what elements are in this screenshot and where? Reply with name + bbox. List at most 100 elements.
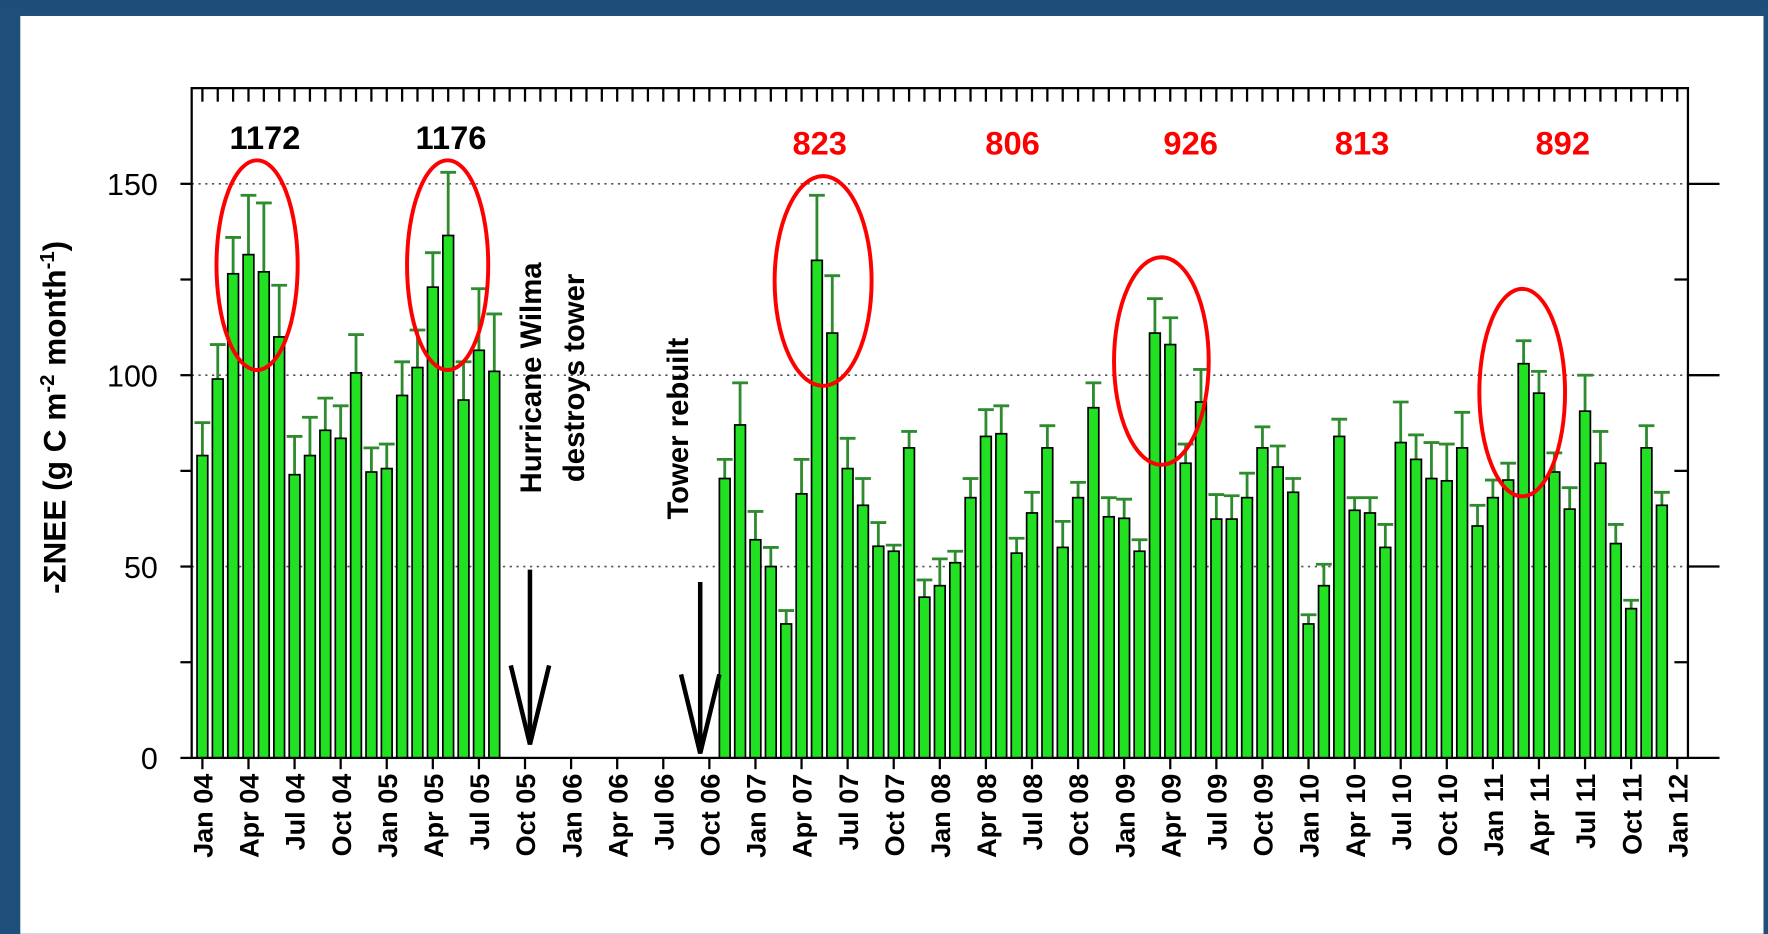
bar [1194, 401, 1208, 759]
bar [1240, 496, 1254, 759]
highlight-ellipse [1112, 255, 1211, 467]
bar [718, 477, 731, 759]
bar [1133, 550, 1146, 759]
x-tick-label: Jan 06 [557, 774, 587, 858]
bar [1286, 491, 1300, 759]
bar [1363, 512, 1377, 759]
bar [1256, 447, 1269, 759]
bar [1210, 518, 1223, 759]
bar [1425, 477, 1438, 759]
x-tick-label: Jan 07 [742, 774, 772, 858]
x-tick-label: Apr 07 [788, 774, 818, 858]
bar [1578, 410, 1592, 759]
bar [488, 370, 501, 759]
bar [242, 253, 255, 759]
x-tick-label: Oct 09 [1249, 774, 1279, 857]
bar [411, 366, 424, 759]
x-tick-label: Jul 09 [1202, 774, 1232, 851]
annual-total: 926 [1163, 125, 1218, 162]
bar [964, 496, 977, 759]
bar [1517, 362, 1530, 759]
bar [257, 271, 271, 759]
bar [211, 378, 224, 759]
x-tick-label: Apr 10 [1341, 774, 1371, 858]
bar [380, 467, 393, 759]
bar [319, 429, 332, 759]
bar [826, 332, 839, 759]
bar [349, 372, 363, 759]
bar [733, 424, 747, 759]
x-tick-label: Jul 10 [1387, 774, 1417, 851]
bar [1440, 479, 1453, 759]
bar [1624, 607, 1638, 759]
highlight-ellipse [772, 174, 874, 388]
bar [1379, 546, 1392, 759]
bar [1502, 479, 1515, 759]
bar [764, 565, 778, 759]
bar [1348, 509, 1361, 759]
x-tick-label: Apr 04 [235, 774, 265, 858]
y-tick-label: 50 [124, 551, 158, 585]
annual-total: 1172 [230, 119, 301, 156]
bar [457, 399, 470, 759]
x-tick-label: Jan 11 [1479, 774, 1509, 857]
bar [1041, 447, 1054, 759]
x-tick-label: Oct 07 [880, 774, 910, 857]
bar [841, 467, 854, 759]
bar [1071, 496, 1085, 759]
bar [1563, 508, 1576, 759]
y-tick-label: 150 [107, 168, 158, 202]
x-tick-label: Jul 11 [1571, 774, 1601, 849]
x-tick-label: Apr 08 [972, 774, 1002, 858]
x-tick-label: Oct 10 [1433, 774, 1463, 857]
bar [303, 454, 317, 759]
bar [1087, 406, 1100, 759]
x-tick-label: Apr 09 [1156, 774, 1186, 858]
bar [1179, 462, 1192, 759]
x-tick-label: Oct 08 [1064, 774, 1094, 857]
x-tick-label: Jan 12 [1663, 774, 1693, 858]
arrow-head [678, 673, 722, 754]
bar [1025, 512, 1039, 759]
bar [948, 561, 962, 759]
x-tick-label: Jan 09 [1110, 774, 1140, 858]
bar [1333, 435, 1346, 759]
x-tick-label: Apr 11 [1525, 774, 1555, 857]
bar [1594, 462, 1607, 759]
bar [779, 623, 793, 759]
annual-total: 892 [1536, 125, 1591, 162]
bar [887, 550, 900, 759]
x-tick-label: Oct 11 [1617, 774, 1647, 855]
x-tick-label: Jul 08 [1018, 774, 1048, 851]
arrow-head [508, 664, 552, 745]
bar [472, 349, 486, 759]
x-tick-label: Jul 04 [281, 774, 311, 851]
bar [1655, 504, 1669, 759]
bar [1455, 447, 1469, 759]
bar [1486, 496, 1500, 759]
bar [273, 336, 286, 759]
bar [1010, 552, 1023, 759]
event-label: Tower rebuilt [662, 338, 695, 520]
bar [1164, 343, 1177, 759]
bar [196, 454, 209, 759]
bar [856, 504, 870, 759]
x-tick-label: Jul 06 [649, 774, 679, 851]
bar [1409, 458, 1423, 759]
y-tick-label: 100 [107, 359, 158, 393]
highlight-ellipse [405, 158, 491, 373]
x-tick-label: Oct 05 [511, 774, 541, 857]
bar [1317, 584, 1331, 759]
x-tick-label: Apr 05 [419, 774, 449, 858]
y-label-part: ) [36, 241, 72, 252]
bar [1148, 332, 1162, 759]
bar [1102, 515, 1116, 759]
bar [1532, 392, 1546, 759]
y-label-sup: -1 [37, 251, 59, 269]
bar [365, 471, 378, 759]
bar [795, 492, 808, 759]
bar [395, 394, 409, 759]
bar [810, 259, 824, 759]
y-label-part: month [36, 269, 72, 374]
